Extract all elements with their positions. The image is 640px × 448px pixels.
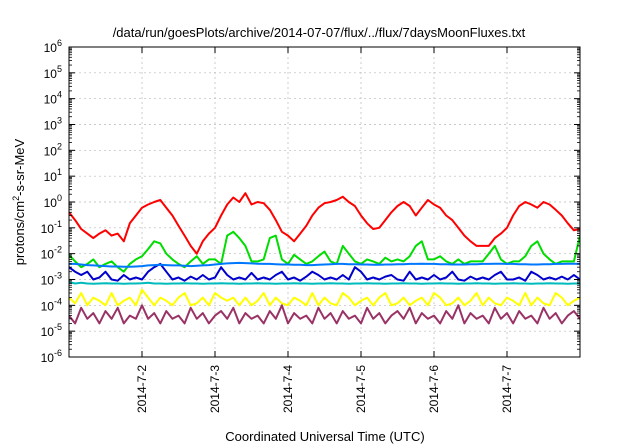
x-tick-label: 2014-7-4	[281, 365, 295, 413]
series-line-6	[69, 304, 580, 325]
y-tick-label: 10-5	[41, 322, 62, 339]
series-line-2	[69, 262, 580, 282]
y-tick-label: 10-2	[41, 245, 62, 262]
chart-title: /data/run/goesPlots/archive/2014-07-07/f…	[113, 25, 526, 40]
x-tick-label: 2014-7-5	[354, 365, 368, 413]
y-axis-label-sup: 2	[11, 196, 21, 201]
x-axis-label: Coordinated Universal Time (UTC)	[225, 429, 424, 444]
x-tick-label: 2014-7-6	[427, 365, 441, 413]
series-line-0	[69, 192, 580, 255]
y-tick-label: 100	[44, 193, 62, 210]
y-tick-label: 105	[44, 64, 62, 81]
y-axis-label: protons/cm2-s-sr-MeV	[11, 138, 27, 265]
y-axis-label-pre: protons/cm	[12, 201, 27, 265]
series-line-1	[69, 230, 580, 273]
y-tick-label: 10-4	[41, 296, 62, 313]
y-tick-label: 103	[44, 116, 62, 133]
y-axis-label-post: -s-sr-MeV	[12, 138, 27, 195]
x-tick-label: 2014-7-3	[208, 365, 222, 413]
series-line-4	[69, 281, 580, 285]
y-tick-label: 101	[44, 167, 62, 184]
tick-layer: 106 105 104 103 102 101 100 10-1 10-2 10-3 10-4 10-…	[41, 38, 580, 413]
x-tick-label: 2014-7-2	[135, 365, 149, 413]
y-tick-label: 106	[44, 38, 62, 55]
series-line-3	[69, 261, 580, 268]
y-tick-label: 104	[44, 90, 62, 107]
series-line-5	[69, 288, 580, 307]
x-tick-label: 2014-7-7	[500, 365, 514, 413]
series-layer	[69, 192, 580, 325]
y-tick-label: 10-3	[41, 271, 62, 288]
y-tick-label: 10-1	[41, 219, 62, 236]
y-tick-label: 102	[44, 141, 62, 158]
y-tick-label: 10-6	[41, 348, 62, 365]
